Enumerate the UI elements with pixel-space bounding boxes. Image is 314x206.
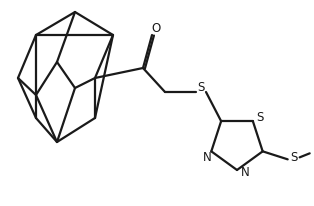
Text: N: N	[241, 165, 249, 179]
Text: N: N	[203, 151, 212, 164]
Text: S: S	[197, 81, 205, 94]
Text: O: O	[151, 21, 161, 34]
Text: S: S	[256, 111, 263, 124]
Text: S: S	[290, 151, 297, 164]
